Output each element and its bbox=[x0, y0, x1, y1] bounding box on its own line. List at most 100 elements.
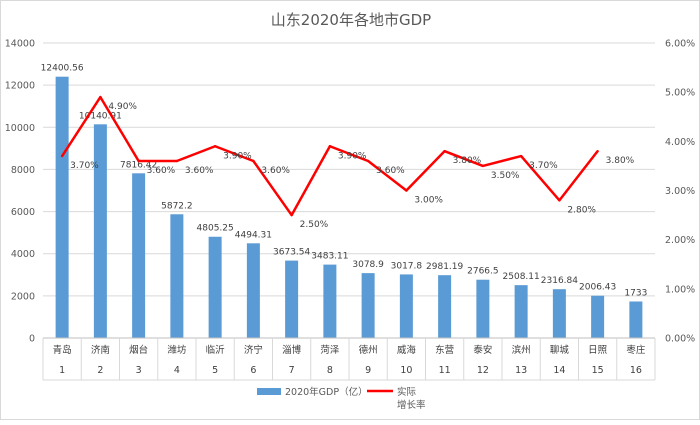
bar-value-label: 2316.84 bbox=[541, 276, 578, 286]
bar-value-label: 2766.5 bbox=[467, 267, 499, 277]
right-tick-label: 6.00% bbox=[665, 39, 695, 50]
bar-value-label: 10140.91 bbox=[79, 111, 122, 121]
category-label: 临沂 bbox=[206, 344, 226, 356]
legend-bar-label: 2020年GDP（亿） bbox=[285, 386, 368, 398]
legend-line-label-2: 增长率 bbox=[397, 399, 426, 411]
bar-value-label: 2981.19 bbox=[426, 262, 463, 272]
left-tick-label: 10000 bbox=[5, 123, 35, 134]
bar bbox=[170, 214, 184, 338]
growth-rate-label: 3.90% bbox=[223, 151, 252, 161]
growth-rate-point bbox=[99, 95, 102, 99]
growth-rate-point bbox=[405, 189, 408, 192]
bar bbox=[323, 264, 337, 338]
right-tick-label: 0.00% bbox=[665, 334, 695, 345]
growth-rate-point bbox=[443, 149, 446, 153]
growth-rate-label: 2.80% bbox=[567, 205, 596, 215]
growth-rate-label: 3.60% bbox=[147, 166, 176, 176]
category-number-label: 4 bbox=[174, 365, 180, 376]
category-label: 潍坊 bbox=[167, 344, 187, 356]
bar bbox=[514, 285, 528, 338]
bar-value-label: 3017.8 bbox=[391, 261, 423, 271]
category-label: 威海 bbox=[397, 344, 417, 356]
right-tick-label: 2.00% bbox=[665, 235, 695, 246]
left-tick-label: 12000 bbox=[5, 81, 35, 92]
growth-rate-label: 3.60% bbox=[376, 166, 405, 176]
category-label: 聊城 bbox=[550, 344, 570, 356]
category-number-label: 10 bbox=[400, 365, 412, 376]
legend-bar-swatch bbox=[257, 388, 281, 395]
category-label: 济南 bbox=[91, 344, 110, 356]
line-series bbox=[60, 95, 599, 217]
bar bbox=[55, 76, 69, 338]
legend-line-label-1: 实际 bbox=[397, 386, 417, 398]
category-number-label: 7 bbox=[289, 365, 295, 376]
bar-value-label: 4805.25 bbox=[197, 224, 234, 234]
bar-value-label: 3483.11 bbox=[311, 252, 348, 262]
growth-rate-label: 2.50% bbox=[300, 220, 329, 230]
growth-rate-label: 3.00% bbox=[414, 196, 443, 206]
category-number-label: 6 bbox=[250, 365, 256, 376]
growth-rate-label: 3.80% bbox=[606, 156, 635, 166]
bar bbox=[93, 124, 107, 339]
category-label: 日照 bbox=[588, 345, 608, 356]
growth-rate-label: 3.70% bbox=[529, 161, 558, 171]
bar bbox=[629, 301, 643, 338]
bar bbox=[476, 279, 490, 338]
left-tick-label: 0 bbox=[29, 334, 35, 345]
category-label: 济宁 bbox=[244, 344, 263, 356]
left-tick-label: 8000 bbox=[11, 165, 35, 176]
category-label: 青岛 bbox=[53, 344, 72, 356]
growth-rate-point bbox=[252, 159, 255, 163]
bar-value-label: 7816.42 bbox=[120, 160, 157, 170]
right-tick-label: 1.00% bbox=[665, 284, 695, 295]
category-number-label: 1 bbox=[59, 365, 65, 376]
growth-rate-label: 3.50% bbox=[491, 171, 520, 181]
category-label: 枣庄 bbox=[626, 344, 646, 356]
left-tick-label: 6000 bbox=[11, 207, 35, 218]
growth-rate-label: 3.80% bbox=[453, 156, 482, 166]
category-label: 淄博 bbox=[282, 344, 302, 356]
bar-value-label: 3078.9 bbox=[352, 260, 384, 270]
bar bbox=[361, 273, 375, 338]
category-number-label: 3 bbox=[136, 365, 142, 376]
growth-rate-point bbox=[328, 145, 332, 148]
category-number-label: 13 bbox=[515, 365, 527, 376]
legend: 2020年GDP（亿） 实际 增长率 bbox=[257, 386, 426, 411]
growth-rate-point bbox=[366, 159, 370, 163]
growth-rate-point bbox=[175, 159, 179, 163]
growth-rate-label: 3.60% bbox=[185, 166, 214, 176]
right-tick-label: 4.00% bbox=[665, 137, 695, 148]
category-number-label: 9 bbox=[365, 365, 371, 376]
category-label: 菏泽 bbox=[320, 345, 340, 356]
category-number-label: 12 bbox=[477, 365, 489, 376]
right-tick-label: 3.00% bbox=[665, 186, 695, 197]
bar-value-label: 2508.11 bbox=[503, 272, 540, 282]
bar bbox=[552, 289, 566, 338]
left-tick-label: 14000 bbox=[5, 39, 35, 50]
growth-rate-label: 3.90% bbox=[338, 151, 367, 161]
growth-rate-point bbox=[558, 199, 561, 202]
growth-rate-point bbox=[60, 154, 64, 158]
left-tick-label: 4000 bbox=[11, 249, 35, 260]
category-number-label: 11 bbox=[439, 365, 451, 376]
category-number-label: 5 bbox=[212, 365, 218, 376]
category-number-label: 16 bbox=[630, 365, 642, 376]
right-axis-ticks: 0.00% 1.00% 2.00% 3.00% 4.00% 5.00% 6.00% bbox=[665, 39, 695, 345]
bar-value-label: 1733 bbox=[624, 288, 647, 298]
bar bbox=[246, 243, 260, 338]
bar-value-label: 3673.54 bbox=[273, 248, 310, 258]
growth-rate-label: 3.70% bbox=[70, 161, 99, 171]
category-number-label: 8 bbox=[327, 365, 333, 376]
left-tick-label: 2000 bbox=[11, 291, 35, 302]
left-axis-ticks: 0 2000 4000 6000 8000 10000 12000 14000 bbox=[5, 39, 35, 345]
category-label: 德州 bbox=[359, 344, 378, 356]
bar-value-label: 2006.43 bbox=[579, 283, 616, 293]
growth-rate-point bbox=[481, 164, 485, 168]
growth-rate-point bbox=[290, 213, 293, 217]
category-label: 滨州 bbox=[512, 344, 531, 356]
bar bbox=[438, 275, 452, 338]
bar bbox=[591, 295, 605, 338]
category-number-label: 15 bbox=[592, 365, 604, 376]
